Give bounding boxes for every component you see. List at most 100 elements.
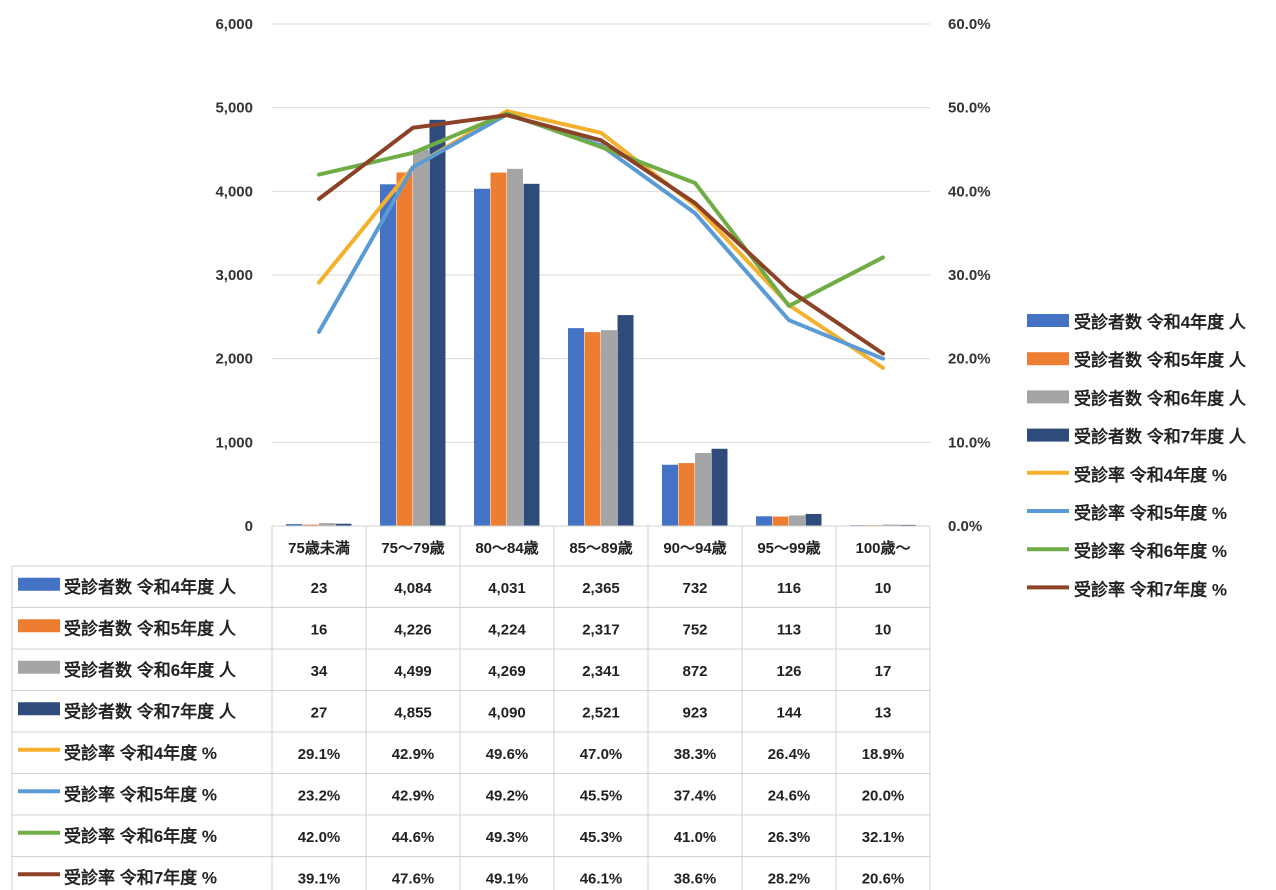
category-label: 85～89歳 [569, 539, 632, 557]
bar [429, 119, 446, 526]
row-header-label: 受診率 令和7年度 % [64, 867, 217, 887]
data-label: 38.6% [674, 870, 717, 887]
legend-swatch [1027, 390, 1069, 404]
data-label: 116 [777, 580, 801, 597]
data-label: 49.3% [486, 829, 529, 846]
bar [286, 524, 302, 526]
data-label: 13 [875, 704, 892, 721]
bar [678, 463, 695, 526]
series-line [317, 111, 885, 308]
data-label: 27 [311, 704, 328, 721]
legend-label: 受診者数 令和4年度 人 [1074, 312, 1247, 332]
bar [899, 524, 916, 526]
bar [662, 464, 678, 526]
category-label: 100歳～ [855, 539, 910, 557]
series-line [317, 113, 885, 356]
data-label: 17 [875, 663, 892, 680]
data-label: 39.1% [298, 870, 341, 887]
data-label: 2,521 [582, 704, 620, 721]
row-header-label: 受診者数 令和7年度 人 [64, 701, 237, 721]
category-label: 90～94歳 [663, 539, 726, 557]
y-left-tick-label: 4,000 [215, 183, 253, 200]
row-header-label: 受診者数 令和4年度 人 [64, 577, 237, 597]
category-label: 75～79歳 [381, 539, 444, 557]
bar [617, 315, 634, 526]
data-label: 42.9% [392, 787, 435, 804]
data-label: 4,084 [394, 580, 432, 597]
bar [319, 523, 335, 526]
data-label: 10 [875, 621, 892, 638]
data-label: 4,031 [488, 580, 526, 597]
y-right-tick-label: 40.0% [948, 183, 991, 200]
data-label: 4,499 [394, 663, 432, 680]
row-header-label: 受診率 令和4年度 % [64, 743, 217, 763]
data-label: 752 [682, 621, 707, 638]
bar [396, 172, 413, 526]
legend-label: 受診率 令和5年度 % [1074, 503, 1227, 523]
row-header-label: 受診者数 令和5年度 人 [64, 618, 237, 638]
legend-swatch [1027, 352, 1069, 366]
data-label: 29.1% [298, 746, 341, 763]
data-label: 49.6% [486, 746, 529, 763]
y-left-tick-label: 1,000 [215, 434, 253, 451]
y-axis-left: 0 1,000 2,000 3,000 4,000 5,000 6,000 [215, 16, 253, 535]
lines [317, 109, 885, 370]
data-label: 923 [682, 704, 707, 721]
data-label: 113 [777, 621, 801, 638]
data-label: 126 [776, 663, 801, 680]
data-label: 32.1% [862, 829, 905, 846]
bar [695, 453, 711, 526]
bar [302, 524, 319, 526]
data-table: 75歳未満 75～79歳 80～84歳 85～89歳 90～94歳 95～99歳 100歳～… [11, 525, 931, 890]
data-label: 144 [776, 704, 802, 721]
data-label: 47.6% [392, 870, 435, 887]
data-label: 2,341 [582, 663, 620, 680]
data-label: 42.0% [298, 829, 341, 846]
data-label: 16 [311, 621, 328, 638]
bar [756, 516, 772, 526]
legend-label: 受診率 令和7年度 % [1074, 579, 1227, 599]
data-label: 2,317 [582, 621, 620, 638]
data-label: 46.1% [580, 870, 623, 887]
y-right-tick-label: 0.0% [948, 518, 982, 535]
legend-label: 受診者数 令和5年度 人 [1074, 350, 1247, 370]
data-label: 10 [875, 580, 892, 597]
legend-label: 受診者数 令和7年度 人 [1074, 427, 1247, 447]
bar [789, 515, 805, 526]
bar [335, 523, 352, 526]
data-label: 23 [311, 580, 328, 597]
category-label: 95～99歳 [757, 539, 820, 557]
legend-label: 受診率 令和6年度 % [1074, 541, 1227, 561]
data-label: 37.4% [674, 787, 717, 804]
data-label: 47.0% [580, 746, 623, 763]
data-label: 45.3% [580, 829, 623, 846]
row-key-swatch [18, 577, 60, 591]
data-label: 38.3% [674, 746, 717, 763]
row-header-label: 受診率 令和5年度 % [64, 784, 217, 804]
data-label: 49.2% [486, 787, 529, 804]
data-label: 4,224 [488, 621, 526, 638]
legend-swatch [1027, 428, 1069, 442]
y-right-tick-label: 10.0% [948, 434, 991, 451]
data-label: 4,855 [394, 704, 432, 721]
y-axis-right: 0.0% 10.0% 20.0% 30.0% 40.0% 50.0% 60.0% [948, 16, 991, 535]
category-label: 80～84歳 [475, 539, 538, 557]
data-label: 23.2% [298, 787, 341, 804]
data-label: 42.9% [392, 746, 435, 763]
bar [772, 516, 789, 526]
data-label: 45.5% [580, 787, 623, 804]
row-header-label: 受診者数 令和6年度 人 [64, 660, 237, 680]
legend-swatch [1027, 314, 1069, 327]
legend-label: 受診率 令和4年度 % [1074, 465, 1227, 485]
data-label: 4,090 [488, 704, 526, 721]
bar [413, 149, 429, 526]
bar [883, 524, 899, 526]
data-label: 34 [311, 663, 328, 680]
y-left-tick-label: 6,000 [215, 16, 253, 33]
data-label: 28.2% [768, 870, 811, 887]
row-key-swatch [18, 702, 60, 716]
y-left-tick-label: 5,000 [215, 100, 253, 117]
y-left-tick-label: 3,000 [215, 267, 253, 284]
bar [584, 332, 601, 526]
